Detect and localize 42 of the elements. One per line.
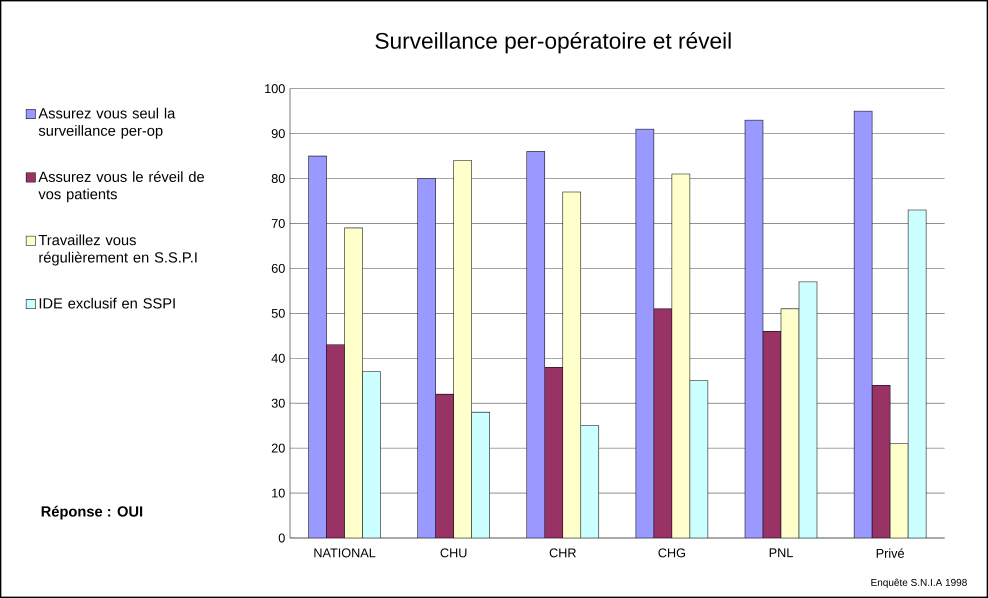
y-tick-label: 100 [265,84,285,94]
bar [690,380,708,538]
bar [580,426,599,538]
x-tick-label: PNL [770,548,793,558]
bar [908,210,926,538]
x-tick-label: NATIONAL [314,548,376,558]
bar [654,308,672,538]
bar [436,394,454,538]
legend-label: Assurez vous seul la surveillance per-op [38,108,176,139]
y-tick-label: 80 [272,174,285,184]
bar [326,344,345,538]
y-tick-label: 0 [278,534,285,542]
bar [799,282,817,538]
x-tick-label: CHR [550,548,576,558]
y-tick-label: 50 [272,308,285,318]
bar [872,384,890,538]
chart-title: Surveillance per-opératoire et réveil [375,32,731,54]
x-tick-label: CHU [440,548,466,558]
legend-label: IDE exclusif en SSPI [40,298,175,309]
text: Enquête S.N.I.A 1998 [871,578,967,588]
x-tick-label: Privé [876,548,904,558]
bar [544,367,563,538]
bar [745,120,763,538]
y-tick-label: 30 [272,398,285,408]
legend-label: Travaillez vous régulièrement en S.S.P.I [38,234,197,266]
x-tick-label: CHG [658,548,686,558]
y-tick-label: 60 [272,264,285,273]
bar [472,412,490,538]
legend-label: Assurez vous le réveil de vos patients [38,171,204,202]
bar [418,178,436,538]
bar [763,331,781,538]
bar [854,110,872,538]
bar [362,372,381,538]
bar [308,156,327,538]
y-tick-label: 20 [272,444,285,453]
y-tick-label: 70 [272,218,285,228]
bar [636,129,654,538]
text: Réponse : OUI [42,506,142,520]
y-tick-label: 40 [271,354,285,363]
bar [526,152,545,538]
y-tick-label: 10 [272,488,285,498]
y-tick-label: 90 [272,129,285,138]
